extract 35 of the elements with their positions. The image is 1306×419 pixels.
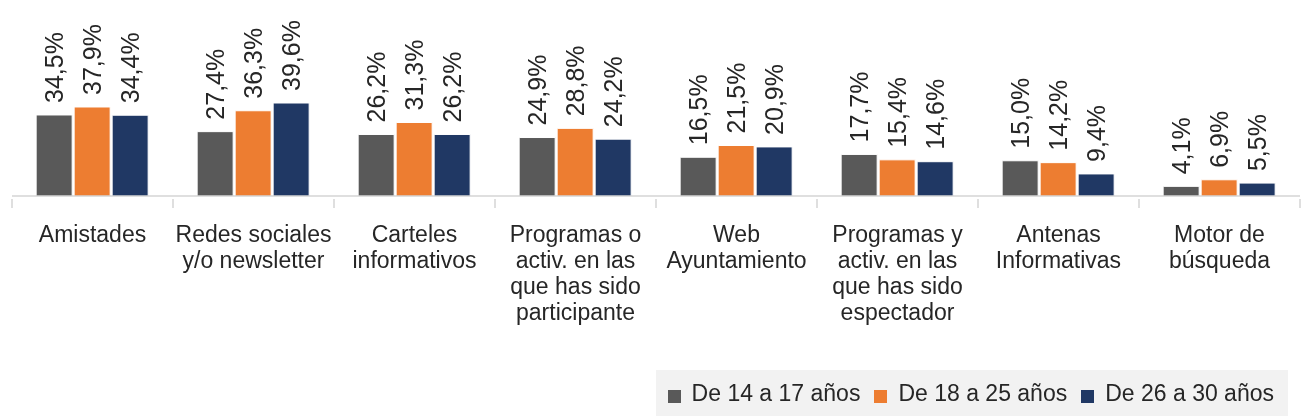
data-label: 34,4% (116, 32, 145, 104)
data-label: 14,6% (921, 78, 950, 150)
data-label: 27,4% (201, 48, 230, 120)
data-label: 5,5% (1243, 114, 1272, 172)
data-label: 24,2% (599, 56, 628, 128)
data-label: 34,5% (40, 32, 69, 103)
data-label: 16,5% (684, 74, 713, 146)
data-label: 24,9% (523, 54, 552, 126)
data-label: 9,4% (1082, 104, 1111, 162)
data-label: 6,9% (1205, 110, 1234, 168)
data-label: 39,6% (277, 20, 306, 91)
data-label: 26,2% (362, 51, 391, 123)
legend-label: De 26 a 30 años (1104, 380, 1274, 406)
x-tick-label: Web Ayuntamiento (666, 221, 807, 273)
x-tick-label: Carteles informativos (352, 221, 477, 273)
data-label: 36,3% (239, 27, 268, 99)
x-tick-label: Amistades (38, 221, 147, 247)
legend-label: De 18 a 25 años (897, 380, 1068, 406)
data-label: 26,2% (438, 51, 467, 123)
data-label: 21,5% (722, 62, 751, 134)
data-label: 4,1% (1167, 117, 1196, 175)
x-tick-label: Programas y activ. en las que has sido espectador (832, 221, 964, 325)
data-label: 20,9% (760, 64, 789, 135)
data-label: 28,8% (561, 45, 590, 117)
x-tick-label: Programas o activ. en las que has sido participante (509, 221, 642, 325)
legend-label: De 14 a 17 años (690, 380, 861, 406)
data-label: 15,4% (883, 76, 912, 148)
x-tick-label: Motor de búsqueda (1168, 221, 1271, 273)
data-label: 31,3% (400, 39, 429, 111)
x-tick-label: Redes sociales y/o newsletter (175, 221, 332, 273)
data-label: 37,9% (78, 24, 107, 95)
x-tick-label: Antenas Informativas (995, 221, 1122, 273)
data-label: 15,0% (1006, 77, 1035, 149)
data-label: 14,2% (1044, 79, 1073, 151)
data-label: 17,7% (845, 71, 874, 143)
